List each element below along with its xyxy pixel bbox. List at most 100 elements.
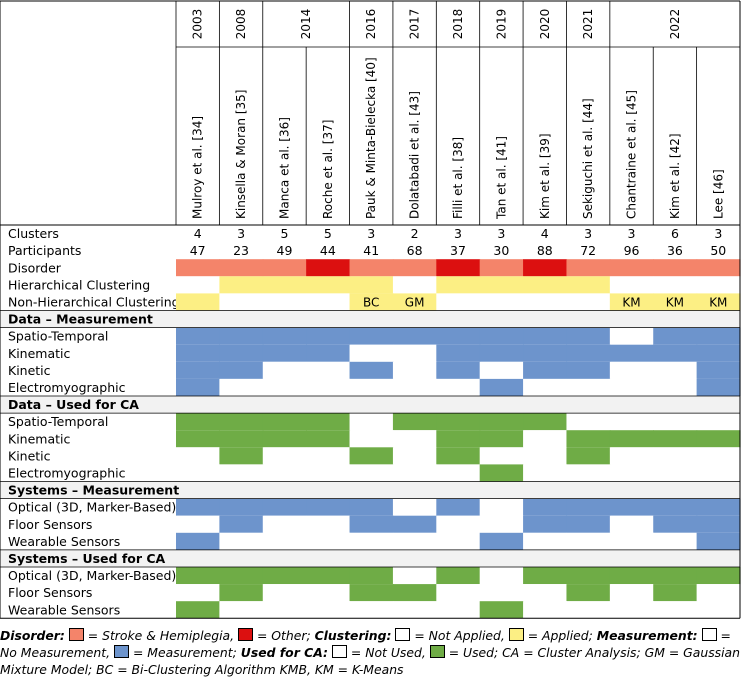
cell-fill	[392, 327, 437, 345]
cell-fill	[653, 413, 698, 431]
cell-fill	[479, 464, 524, 482]
cell-fill	[349, 601, 394, 619]
cell-value: 44	[320, 243, 336, 258]
cell-fill	[479, 413, 524, 431]
row-label: Optical (3D, Marker-Based)	[8, 500, 176, 515]
row-label: Kinematic	[8, 431, 70, 446]
cell-fill	[566, 498, 611, 516]
cell-fill	[392, 361, 437, 379]
section-band	[0, 396, 740, 414]
cell-fill	[609, 601, 654, 619]
cell-fill	[219, 259, 264, 277]
cell-fill	[696, 361, 741, 379]
legend-not-applied-text: = Not Applied,	[410, 628, 505, 643]
year-label: 2016	[364, 9, 378, 40]
cell-fill	[609, 430, 654, 448]
cell-fill	[436, 344, 481, 362]
cell-text: BC	[363, 296, 379, 310]
cell-fill	[262, 447, 307, 465]
cell-fill	[566, 293, 611, 311]
cell-fill	[349, 464, 394, 482]
cell-fill	[349, 413, 394, 431]
cell-fill	[653, 498, 698, 516]
legend-swatch-stroke	[68, 628, 84, 641]
cell-fill	[349, 344, 394, 362]
year-label: 2022	[668, 9, 682, 40]
cell-fill	[392, 293, 437, 311]
cell-fill	[609, 532, 654, 550]
cell-fill	[566, 584, 611, 602]
cell-fill	[609, 498, 654, 516]
cell-fill	[696, 601, 741, 619]
section-title: Systems – Used for CA	[8, 551, 166, 566]
cell-fill	[653, 430, 698, 448]
study-name: Chantraine et al. [45]	[625, 90, 639, 219]
cell-fill	[262, 584, 307, 602]
legend-swatch-not-used	[331, 645, 347, 658]
legend: Disorder: = Stroke & Hemiplegia, = Other…	[0, 627, 741, 678]
cell-fill	[479, 601, 524, 619]
cell-fill	[566, 361, 611, 379]
cell-fill	[523, 584, 568, 602]
year-label: 2003	[191, 9, 205, 40]
cell-value: 3	[454, 226, 462, 241]
cell-fill	[262, 532, 307, 550]
cell-fill	[479, 584, 524, 602]
cell-fill	[306, 378, 351, 396]
cell-fill	[176, 361, 220, 379]
cell-fill	[436, 498, 481, 516]
cell-fill	[523, 430, 568, 448]
cell-fill	[262, 498, 307, 516]
cell-fill	[653, 378, 698, 396]
legend-clustering-label: Clustering:	[314, 628, 392, 643]
cell-fill	[523, 293, 568, 311]
cell-fill	[262, 413, 307, 431]
cell-fill	[479, 344, 524, 362]
cell-fill	[436, 584, 481, 602]
legend-stroke-text: = Stroke & Hemiplegia,	[83, 628, 235, 643]
cell-fill	[349, 430, 394, 448]
cell-fill	[523, 567, 568, 585]
cell-fill	[653, 293, 698, 311]
cell-fill	[219, 430, 264, 448]
cell-fill	[653, 327, 698, 345]
cell-fill	[566, 430, 611, 448]
cell-fill	[392, 515, 437, 533]
cell-fill	[696, 498, 741, 516]
cell-fill	[479, 567, 524, 585]
cell-fill	[566, 532, 611, 550]
legend-swatch-applied	[508, 628, 524, 641]
cell-fill	[392, 498, 437, 516]
cell-fill	[523, 447, 568, 465]
cell-text: KM	[666, 296, 684, 310]
row-label: Floor Sensors	[8, 585, 92, 600]
legend-other-text: = Other;	[253, 628, 311, 643]
study-name: Mulroy et al. [34]	[191, 116, 205, 219]
row-label: Kinematic	[8, 346, 70, 361]
cell-fill	[696, 464, 741, 482]
cell-fill	[566, 327, 611, 345]
cell-fill	[306, 259, 351, 277]
cell-fill	[349, 532, 394, 550]
section-title: Data – Used for CA	[8, 397, 139, 412]
cell-fill	[609, 293, 654, 311]
cell-fill	[609, 276, 654, 294]
cell-fill	[306, 601, 351, 619]
cell-fill	[609, 413, 654, 431]
cell-fill	[219, 498, 264, 516]
cell-fill	[609, 447, 654, 465]
cell-fill	[609, 259, 654, 277]
cell-fill	[479, 447, 524, 465]
cell-fill	[566, 464, 611, 482]
study-name: Manca et al. [36]	[277, 117, 291, 219]
cell-value: 6	[671, 226, 679, 241]
cell-fill	[523, 276, 568, 294]
study-name: Dolatabadi et al. [43]	[408, 91, 422, 219]
cell-fill	[349, 498, 394, 516]
cell-fill	[306, 413, 351, 431]
cell-fill	[653, 515, 698, 533]
cell-fill	[566, 567, 611, 585]
row-label: Kinetic	[8, 448, 51, 463]
year-label: 2014	[299, 9, 313, 40]
cell-fill	[262, 327, 307, 345]
